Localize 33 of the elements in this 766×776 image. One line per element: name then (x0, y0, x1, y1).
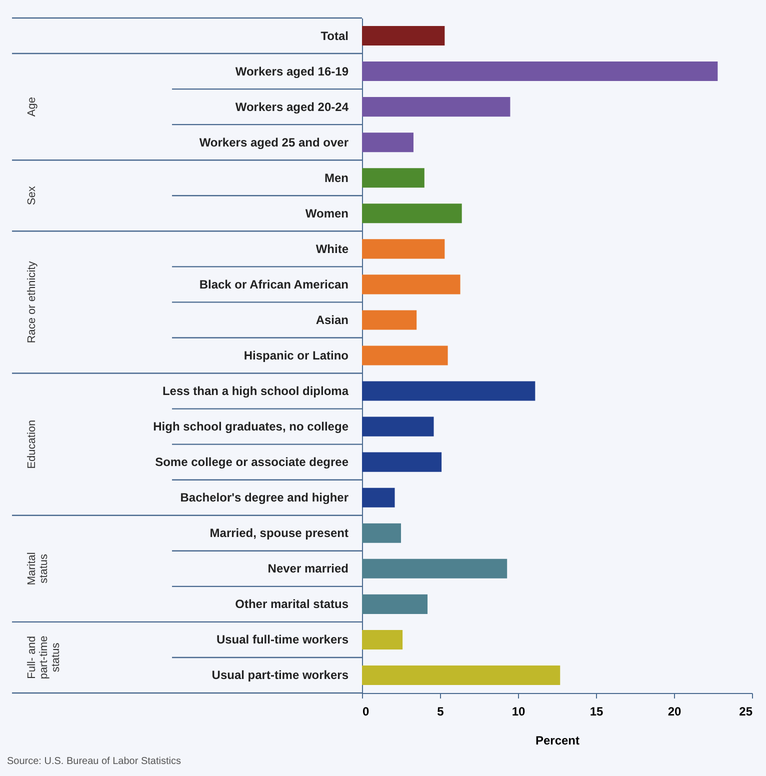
y-tick-label: Usual part-time workers (212, 668, 349, 682)
y-tick-label: Usual full-time workers (216, 632, 349, 647)
y-tick-label: Workers aged 25 and over (199, 135, 349, 150)
y-tick-label: Never married (268, 562, 348, 576)
text: Education (26, 420, 38, 469)
y-tick-label: Workers aged 16-19 (235, 64, 349, 78)
text: Full- and part-time status (26, 636, 62, 680)
x-tick-label: 25 (739, 704, 753, 718)
y-tick-label: Bachelor's degree and higher (180, 490, 349, 505)
x-tick-label: 10 (512, 704, 526, 718)
text: Age (26, 97, 38, 117)
y-tick-label: Hispanic or Latino (244, 348, 348, 362)
x-tick-label: 5 (437, 704, 444, 718)
x-axis-title: Percent (535, 734, 580, 748)
x-tick-label: 20 (668, 704, 682, 718)
y-tick-label: Married, spouse present (210, 526, 348, 540)
text: Marital status (26, 552, 50, 586)
text: Race or ethnicity (26, 260, 38, 344)
y-tick-label: White (316, 242, 349, 256)
text: Sex (26, 186, 38, 206)
x-tick-label: 0 (362, 704, 370, 718)
x-tick-label: 15 (590, 704, 604, 718)
y-tick-label: Other marital status (235, 597, 349, 612)
y-tick-label: Total (320, 28, 348, 43)
y-tick-label: Less than a high school diploma (162, 384, 349, 398)
y-tick-label: Black or African American (199, 277, 348, 292)
y-tick-label: Asian (316, 312, 348, 327)
y-tick-label: High school graduates, no college (153, 420, 349, 434)
source-note: Source: U.S. Bureau of Labor Statistics (7, 756, 181, 767)
y-tick-label: Some college or associate degree (155, 455, 349, 470)
y-tick-label: Men (324, 170, 348, 185)
y-tick-label: Workers aged 20-24 (235, 100, 349, 114)
y-tick-label: Women (305, 206, 348, 220)
